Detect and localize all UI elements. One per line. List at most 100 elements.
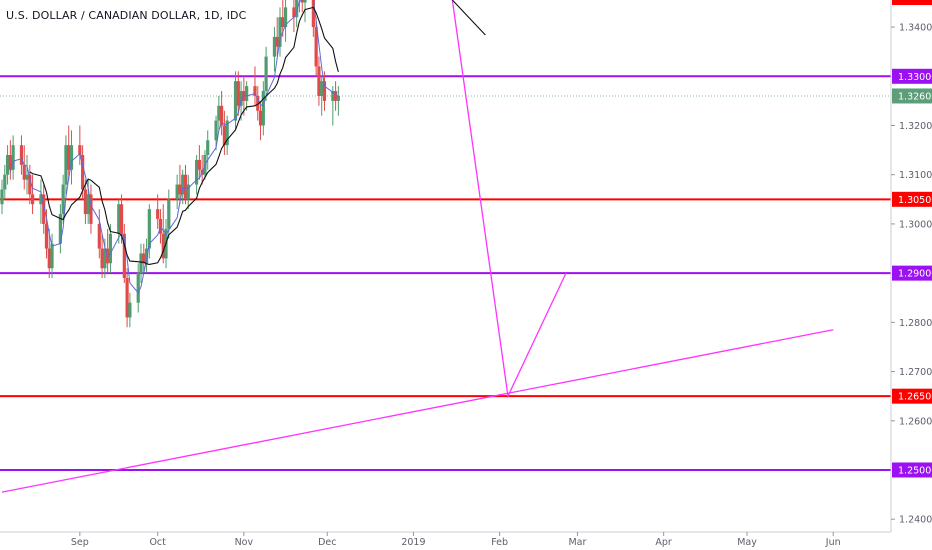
candle-body [197,159,201,170]
candle-body [314,27,318,67]
candle-body [122,233,126,279]
candle-body [147,209,151,249]
candle-body [64,145,68,185]
candle-body [275,36,279,47]
candle-body [28,174,32,195]
candle-body [175,184,179,200]
candle-body [258,110,263,126]
price-tick-label: 1.32000 [899,121,932,132]
candle-body [125,278,129,318]
time-tick-label: 2019 [401,537,425,548]
candle-body [300,0,304,3]
candle-body [119,204,124,234]
time-tick-label: Apr [655,537,672,548]
candle-body [142,253,146,264]
candle-body [239,91,243,106]
candle-body [278,17,282,47]
candle-body [264,56,268,92]
candle-body [161,233,165,259]
candle-body [50,243,54,269]
price-tick-label: 1.26000 [899,416,932,427]
candle-body [222,125,226,146]
candle-body [128,302,132,318]
candle-body [67,145,71,170]
price-tick-label: 1.27000 [899,367,932,378]
candle-body [136,273,140,303]
level-price-tag-label: 1.33000 [898,72,932,83]
candle-body [117,204,121,234]
candle-body [78,145,82,156]
slow-moving-average-line [29,6,339,265]
candle-body [19,145,24,165]
level-price-tag-label: 1.25000 [898,465,932,476]
candle-body [220,105,224,126]
level-price-tag-label: 1.29000 [898,269,932,280]
candle-body [217,105,221,121]
candle-body [181,174,185,195]
candle-body [272,36,277,57]
candle-body [336,95,340,101]
price-axis[interactable]: 1.34000 1.32000 1.31000 1.30000 1.28000 1.270… [890,0,932,532]
level-price-tag [892,265,932,281]
time-tick-label: Mar [568,537,586,548]
level-price-tag [892,68,932,84]
candle-body [233,81,238,121]
candle-body [186,184,190,200]
candle-body [292,7,296,18]
candle-body [183,174,188,200]
candle-body [311,0,315,28]
candle-body [139,253,143,274]
ascending-trendline [1,329,834,493]
candle-body [58,214,62,244]
candle-body [245,86,249,101]
candle-body [69,145,74,170]
time-tick-label: Feb [491,537,508,548]
candle-body [3,174,7,190]
price-tick-label: 1.30000 [899,219,932,230]
price-tick-label: 1.28000 [899,318,932,329]
current-price-tag [892,88,932,104]
time-tick-label: May [737,537,757,548]
slow-ma-extension [451,0,486,36]
level-price-tag [892,462,932,478]
time-tick-label: Oct [149,537,166,548]
candle-body [206,140,210,156]
candle-body [283,7,288,28]
candle-body [30,194,35,205]
candle-body [11,145,15,170]
time-axis[interactable]: Sep Oct Nov Dec 2019 Feb Mar Apr May Jun [0,531,891,548]
candle-body [253,86,257,96]
candle-body [156,209,160,220]
horizontal-levels[interactable] [0,75,891,471]
candle-body [261,91,265,126]
candle-body [225,120,229,146]
candle-body [167,199,171,229]
level-price-tag-label: 1.30500 [898,195,932,206]
level-price-tag [892,388,932,404]
candle-body [108,233,113,264]
candle-body [8,155,12,170]
candle-body [83,189,87,215]
chart-title: U.S. DOLLAR / CANADIAN DOLLAR, 1D, IDC [6,9,247,22]
candle-body [22,164,26,180]
candle-body [39,194,43,205]
current-price-tag-label: 1.32600 [898,91,932,102]
price-tick-label: 1.24000 [899,515,932,526]
candle-body [295,0,299,18]
candle-body [317,66,321,96]
candle-body [195,159,199,185]
candle-body [103,248,107,269]
projection-drawings[interactable] [1,0,834,493]
candle-body [236,81,240,106]
candle-body [144,248,149,264]
candle-body [42,194,46,224]
candle-body [5,155,10,175]
candles [0,0,340,328]
candle-body [0,189,4,205]
top-level-price-tag [892,0,932,5]
candle-body [47,248,51,269]
price-tick-label: 1.34000 [899,23,932,34]
candle-body [256,95,260,111]
level-price-tag-label: 1.26500 [898,392,932,403]
